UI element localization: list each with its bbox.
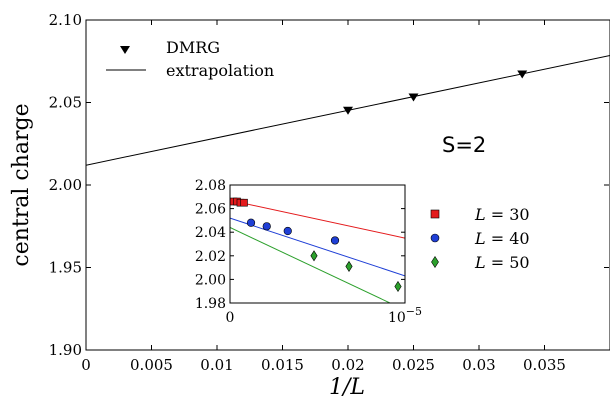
inset-plot-frame — [229, 184, 406, 304]
inset-legend-label: L = 40 — [474, 229, 530, 248]
inset-y-tick-label: 2.00 — [195, 272, 226, 288]
inset-fit-line — [230, 199, 405, 239]
inset-point-l40 — [262, 222, 271, 231]
x-tick-label: 0.025 — [392, 356, 435, 374]
inset-y-tick-label: 1.98 — [195, 296, 226, 312]
inset-point-l30 — [240, 198, 248, 207]
legend-label-dmrg: DMRG — [166, 38, 220, 57]
legend-label-extrapolation: extrapolation — [166, 61, 274, 80]
legend-marker-dmrg — [120, 46, 130, 54]
y-tick-label: 1.95 — [49, 259, 82, 277]
inset-point-l40 — [246, 218, 256, 227]
inset-y-tick-label: 2.08 — [195, 178, 226, 194]
x-tick-label: 0.03 — [462, 356, 495, 374]
inset-legend-marker-l40 — [430, 233, 440, 243]
inset-legend-label: L = 50 — [474, 253, 530, 272]
inset-point-l50 — [345, 260, 353, 272]
x-tick-label: 0 — [81, 356, 91, 374]
y-tick-label: 1.90 — [49, 341, 82, 359]
inset-point-l40 — [330, 236, 340, 245]
inset-fit-line — [230, 227, 392, 303]
dmrg-point — [517, 70, 528, 79]
y-axis-title: central charge — [9, 103, 34, 266]
x-tick-label: 0.01 — [200, 356, 233, 374]
inset-legend-marker-l50 — [431, 255, 439, 269]
main-legend: DMRG extrapolation — [106, 38, 274, 80]
inset-point-l50 — [310, 250, 318, 262]
dmrg-point — [343, 106, 353, 115]
inset-y-tick-label: 2.04 — [195, 225, 226, 241]
inset-y-tick-label: 2.06 — [195, 202, 226, 218]
x-tick-label: 0.015 — [261, 356, 304, 374]
x-tick-label: 0.02 — [331, 356, 364, 374]
x-tick-label: 0.035 — [523, 356, 566, 374]
inset-x-tick-label: 0 — [226, 310, 235, 326]
inset-legend: L = 30 L = 40 L = 50 — [430, 205, 530, 272]
y-tick-label: 2.05 — [49, 94, 82, 112]
x-axis-title: 1/L — [329, 375, 365, 400]
annotation-s2: S=2 — [442, 133, 486, 157]
inset-x-exponent: −5 — [406, 305, 422, 318]
dmrg-point — [408, 93, 419, 102]
inset-y-tick-label: 2.02 — [195, 249, 226, 265]
y-tick-label: 2.00 — [49, 176, 82, 194]
y-tick-label: 2.10 — [49, 11, 82, 29]
inset-legend-label: L = 30 — [474, 205, 530, 224]
inset-fit-line — [230, 217, 405, 277]
inset-x-tick-label: 10−5 — [388, 305, 422, 326]
inset-background — [230, 185, 405, 303]
inset-point-l50 — [394, 280, 402, 293]
inset-legend-marker-l30 — [430, 209, 440, 219]
x-tick-label: 0.005 — [130, 356, 173, 374]
inset-point-l40 — [283, 226, 292, 236]
